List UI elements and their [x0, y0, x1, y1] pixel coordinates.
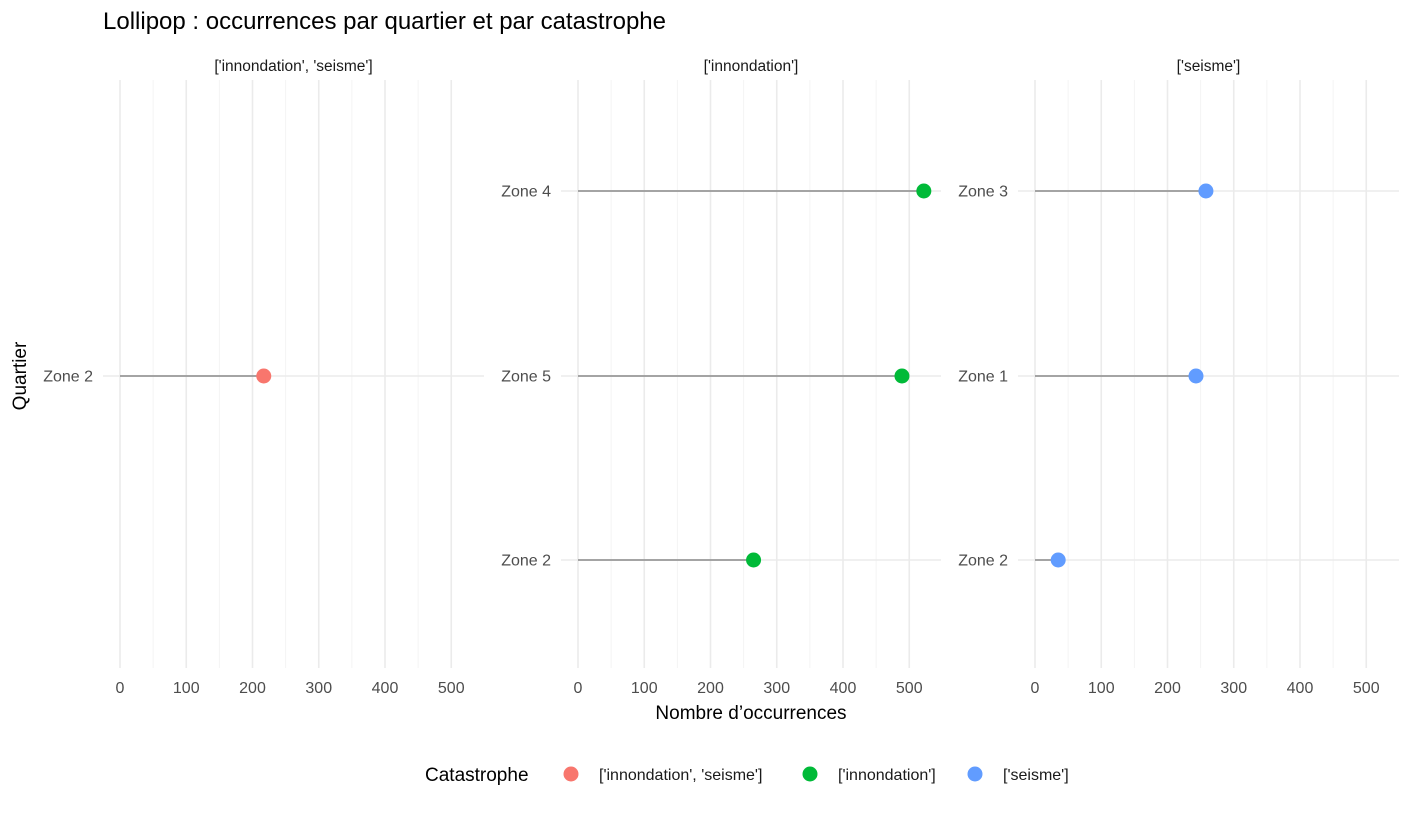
legend: Catastrophe ['innondation', 'seisme'] ['i…: [425, 765, 1069, 786]
y-axis-title: Quartier: [10, 341, 31, 410]
x-tick-label: 500: [896, 680, 923, 697]
facet-panel: ['innondation'] 0 100 200 300 400 500 Zone 4 Zon…: [501, 58, 941, 697]
facet-panel: ['innondation', 'seisme'] 0 100 200 300 400 50…: [43, 58, 484, 697]
x-tick-label: 400: [372, 680, 399, 697]
lollipop-point: [894, 368, 910, 384]
facet-strip-label: ['innondation']: [704, 58, 799, 75]
y-tick-label: Zone 4: [501, 184, 551, 201]
legend-key: [802, 766, 818, 782]
lollipop-point: [1198, 183, 1214, 199]
lollipop-point: [1050, 552, 1066, 568]
legend-title: Catastrophe: [425, 765, 529, 786]
x-tick-label: 0: [574, 680, 583, 697]
facet-panels: ['innondation', 'seisme'] 0 100 200 300 400 50…: [43, 58, 1399, 697]
y-tick-label: Zone 1: [958, 369, 1008, 386]
x-axis-title: Nombre d’occurrences: [655, 703, 846, 724]
x-tick-label: 300: [305, 680, 332, 697]
legend-key: [967, 766, 983, 782]
lollipop-point: [916, 183, 932, 199]
x-tick-label: 200: [239, 680, 266, 697]
facet-panel: ['seisme'] 0 100 200 300 400 500 Zone 3 Zone 1 Zo…: [958, 58, 1399, 697]
y-tick-label: Zone 2: [43, 369, 93, 386]
y-tick-label: Zone 3: [958, 184, 1008, 201]
chart-title: Lollipop : occurrences par quartier et p…: [103, 8, 666, 35]
x-tick-label: 200: [697, 680, 724, 697]
x-tick-label: 100: [1088, 680, 1115, 697]
y-tick-label: Zone 2: [501, 553, 551, 570]
legend-label: ['seisme']: [1003, 767, 1069, 784]
lollipop-point: [1188, 368, 1204, 384]
x-tick-label: 400: [1287, 680, 1314, 697]
x-tick-label: 200: [1154, 680, 1181, 697]
legend-key: [563, 766, 579, 782]
facet-strip-label: ['innondation', 'seisme']: [214, 58, 372, 75]
x-tick-label: 0: [1031, 680, 1040, 697]
x-tick-label: 100: [631, 680, 658, 697]
x-tick-label: 500: [438, 680, 465, 697]
x-tick-label: 500: [1353, 680, 1380, 697]
lollipop-point: [256, 368, 272, 384]
x-tick-label: 100: [173, 680, 200, 697]
x-tick-label: 0: [116, 680, 125, 697]
lollipop-point: [746, 552, 762, 568]
x-tick-label: 300: [1220, 680, 1247, 697]
y-tick-label: Zone 2: [958, 553, 1008, 570]
legend-label: ['innondation', 'seisme']: [599, 767, 762, 784]
y-tick-label: Zone 5: [501, 369, 551, 386]
x-tick-label: 400: [830, 680, 857, 697]
legend-label: ['innondation']: [838, 767, 936, 784]
facet-strip-label: ['seisme']: [1177, 58, 1241, 75]
x-tick-label: 300: [763, 680, 790, 697]
